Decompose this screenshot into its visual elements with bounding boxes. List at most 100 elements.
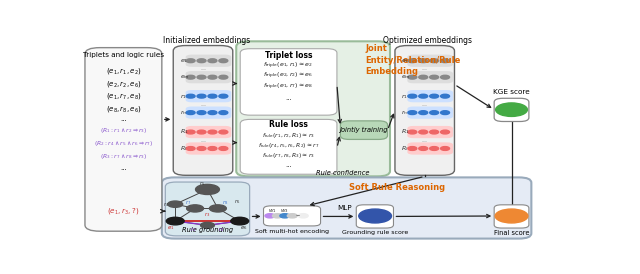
Circle shape [231,217,249,225]
Circle shape [186,111,195,115]
Circle shape [419,75,428,79]
Circle shape [287,214,297,218]
Circle shape [429,147,438,150]
Circle shape [219,94,228,98]
Circle shape [280,214,290,218]
Text: $(e_8, r_8, e_6)$: $(e_8, r_8, e_6)$ [106,104,141,114]
FancyBboxPatch shape [186,142,231,155]
Circle shape [186,130,195,134]
Circle shape [209,205,227,212]
Text: $(R_1: r_1 \wedge r_2 \Rightarrow r_3)$: $(R_1: r_1 \wedge r_2 \Rightarrow r_3)$ [100,127,147,135]
Circle shape [419,147,428,150]
Text: ...: ... [285,95,292,101]
FancyBboxPatch shape [408,71,453,83]
FancyBboxPatch shape [173,45,233,175]
FancyBboxPatch shape [494,205,529,228]
FancyBboxPatch shape [85,48,162,231]
Circle shape [440,94,449,98]
Circle shape [168,201,182,207]
Circle shape [197,130,206,134]
Text: $e_m$: $e_m$ [180,73,189,81]
Text: $e_1$: $e_1$ [401,57,410,65]
Circle shape [408,147,417,150]
Text: $R_1$: $R_1$ [180,128,188,136]
Circle shape [440,75,449,79]
Circle shape [197,147,206,150]
FancyBboxPatch shape [186,90,231,102]
Text: Joint
Entity/Relation/Rule
Embedding: Joint Entity/Relation/Rule Embedding [365,44,461,76]
Circle shape [408,94,417,98]
Circle shape [187,205,204,212]
Circle shape [186,147,195,150]
Circle shape [273,214,282,218]
Text: $r_n$: $r_n$ [401,108,408,117]
Circle shape [440,147,449,150]
Text: $(e_1, r_3, ?)$: $(e_1, r_3, ?)$ [108,206,140,216]
Circle shape [419,130,428,134]
Circle shape [440,111,449,115]
Circle shape [408,130,417,134]
Circle shape [429,130,438,134]
Text: $e_1$: $e_1$ [180,57,188,65]
Circle shape [208,147,217,150]
Circle shape [186,75,195,79]
Circle shape [197,94,206,98]
Text: MLP: MLP [337,206,352,212]
Text: $(R_3: r_7 \wedge r_8 \Rightarrow r_3)$: $(R_3: r_7 \wedge r_8 \Rightarrow r_3)$ [100,152,147,161]
Text: $f_{\rm rule}(r_7,r_8,R_3) \approx r_3$: $f_{\rm rule}(r_7,r_8,R_3) \approx r_3$ [262,151,315,160]
Text: $r_3$: $r_3$ [204,210,211,219]
Text: $f_{\rm triple}(e_2,r_2) \approx e_6$: $f_{\rm triple}(e_2,r_2) \approx e_6$ [263,71,314,81]
Circle shape [219,59,228,63]
Circle shape [197,59,206,63]
Text: Initialized embeddings: Initialized embeddings [163,36,250,45]
Text: Rule grounding: Rule grounding [182,227,233,233]
Text: $(e_1, r_1, e_2)$: $(e_1, r_1, e_2)$ [106,66,141,76]
Circle shape [429,75,438,79]
Circle shape [419,59,428,63]
Text: $r_1$: $r_1$ [401,92,408,101]
Circle shape [408,59,417,63]
Text: $e_6$: $e_6$ [241,224,248,232]
Text: Jointly training: Jointly training [339,127,388,133]
Text: ...: ... [422,138,428,143]
Circle shape [298,214,308,218]
Text: Triplets and logic rules: Triplets and logic rules [83,52,164,58]
Text: –: – [296,211,300,220]
Circle shape [359,209,392,223]
Circle shape [495,103,527,116]
Text: $e_1$: $e_1$ [166,224,174,232]
Text: $r_1$: $r_1$ [190,225,196,234]
Text: Triplet loss: Triplet loss [264,50,312,59]
FancyBboxPatch shape [236,41,390,176]
Text: $r_6$: $r_6$ [234,197,240,206]
Text: $r_2$: $r_2$ [218,225,224,234]
Text: Rule confidence: Rule confidence [316,170,370,176]
Text: $r_4$: $r_4$ [163,200,169,209]
Text: $R_l$: $R_l$ [401,144,409,153]
Text: $w_3$: $w_3$ [280,207,289,215]
FancyBboxPatch shape [408,90,453,102]
FancyBboxPatch shape [186,55,231,67]
Text: $f_{\rm triple}(e_1,r_7) \approx e_8$: $f_{\rm triple}(e_1,r_7) \approx e_8$ [263,82,314,92]
FancyBboxPatch shape [240,119,337,174]
FancyBboxPatch shape [165,182,250,236]
Text: ...: ... [120,165,127,171]
Text: Grounding rule score: Grounding rule score [342,230,408,235]
Circle shape [429,94,438,98]
Text: $e_m$: $e_m$ [401,73,412,81]
Circle shape [495,209,528,223]
Circle shape [440,130,449,134]
Text: ...: ... [120,116,127,122]
Text: $r_8$: $r_8$ [222,198,228,207]
FancyBboxPatch shape [264,206,321,226]
Text: ...: ... [285,162,292,169]
Circle shape [219,111,228,115]
FancyBboxPatch shape [356,205,394,228]
Text: Optimized embeddings: Optimized embeddings [383,36,472,45]
Circle shape [265,214,275,218]
FancyBboxPatch shape [162,177,531,239]
FancyBboxPatch shape [494,98,529,121]
FancyBboxPatch shape [186,71,231,83]
Circle shape [197,111,206,115]
Text: $R_l$: $R_l$ [180,144,188,153]
